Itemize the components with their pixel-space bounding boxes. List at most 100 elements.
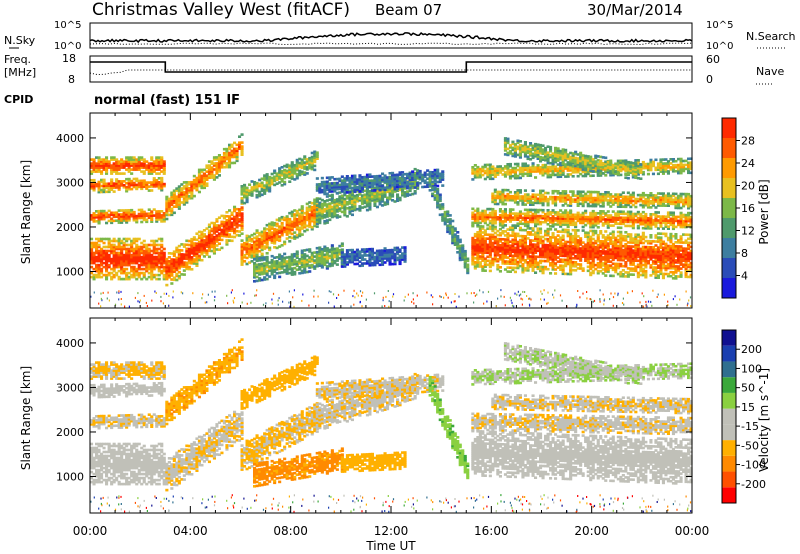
power-cell <box>488 233 492 237</box>
power-cell <box>518 254 522 258</box>
power-cell <box>323 190 327 194</box>
power-cell <box>511 240 515 244</box>
power-cell <box>142 245 146 249</box>
power-cell <box>428 185 432 188</box>
power-cell <box>375 253 379 257</box>
power-cell <box>569 268 573 272</box>
power-cell <box>210 160 214 163</box>
power-cell <box>250 240 254 243</box>
power-cell <box>197 170 201 174</box>
power-cell <box>325 199 329 202</box>
power-cell <box>636 233 640 237</box>
power-cell <box>406 194 410 197</box>
power-cell <box>360 194 364 197</box>
power-cell <box>584 255 588 258</box>
power-cell <box>471 236 475 240</box>
power-cell <box>624 263 628 266</box>
power-cell <box>446 212 450 215</box>
power-cell <box>438 180 442 184</box>
power-cell <box>589 235 593 239</box>
power-cell <box>157 237 161 241</box>
power-cell <box>370 197 374 200</box>
power-cell <box>481 219 485 223</box>
power-cell <box>498 248 502 251</box>
power-cell <box>564 246 568 250</box>
power-cell <box>396 181 400 185</box>
power-cell <box>466 267 470 271</box>
power-cell <box>358 250 362 253</box>
power-cell <box>275 172 279 175</box>
power-cell <box>536 245 540 249</box>
power-cell <box>388 176 392 179</box>
power-cell <box>137 214 141 218</box>
power-cell <box>621 264 625 268</box>
power-cell <box>343 191 347 195</box>
power-cell <box>571 248 575 252</box>
power-cell <box>574 229 578 232</box>
power-cell <box>155 156 159 159</box>
power-cell <box>313 208 317 212</box>
power-cell <box>386 188 390 192</box>
power-cell <box>130 168 134 171</box>
power-cell <box>529 245 533 248</box>
power-cell <box>140 249 144 253</box>
power-cell <box>253 248 257 252</box>
power-cell <box>330 201 334 205</box>
power-cell <box>659 272 663 276</box>
power-cell <box>333 188 337 191</box>
power-cell <box>110 217 114 221</box>
power-cell <box>230 223 234 227</box>
power-cell <box>238 135 242 138</box>
power-cell <box>192 252 196 255</box>
power-cell <box>175 256 179 260</box>
power-cell <box>150 158 154 161</box>
power-cell <box>584 251 588 254</box>
power-cell <box>140 210 144 214</box>
power-cell <box>601 248 605 251</box>
power-cell <box>215 176 219 179</box>
power-cell <box>340 206 344 210</box>
power-cell <box>365 192 369 196</box>
power-cell <box>521 246 525 250</box>
power-cell <box>674 267 678 270</box>
power-cell <box>401 171 405 174</box>
power-cell <box>636 249 640 253</box>
power-cell <box>335 216 339 219</box>
power-cell <box>182 187 186 190</box>
power-cell <box>97 170 101 173</box>
power-cell <box>666 236 670 240</box>
power-cell <box>559 230 563 233</box>
power-cell <box>513 226 517 230</box>
power-cell <box>137 181 141 185</box>
power-cell <box>609 250 613 253</box>
power-cell <box>90 216 94 219</box>
power-cell <box>140 255 144 259</box>
power-cell <box>130 160 134 163</box>
power-cell <box>611 232 615 236</box>
power-cell <box>303 269 307 272</box>
power-cell <box>142 261 146 265</box>
power-cell <box>142 162 146 165</box>
power-cell <box>358 199 362 202</box>
power-cell <box>539 235 543 239</box>
power-cell <box>245 190 249 194</box>
power-cell <box>641 263 645 267</box>
power-cell <box>142 166 146 169</box>
power-cell <box>200 242 204 246</box>
power-cell <box>310 155 314 159</box>
power-cell <box>300 253 304 257</box>
power-cell <box>293 178 297 181</box>
power-cell <box>255 235 259 238</box>
power-cell <box>604 256 608 259</box>
power-cell <box>263 237 267 240</box>
power-cell <box>493 249 497 253</box>
power-cell <box>566 260 570 264</box>
power-cell <box>478 241 482 244</box>
power-cell <box>165 265 169 269</box>
power-cell <box>478 247 482 250</box>
power-cell <box>664 246 668 250</box>
power-cell <box>155 172 159 175</box>
power-cell <box>207 255 211 259</box>
power-cell <box>127 219 131 222</box>
power-cell <box>614 266 618 270</box>
